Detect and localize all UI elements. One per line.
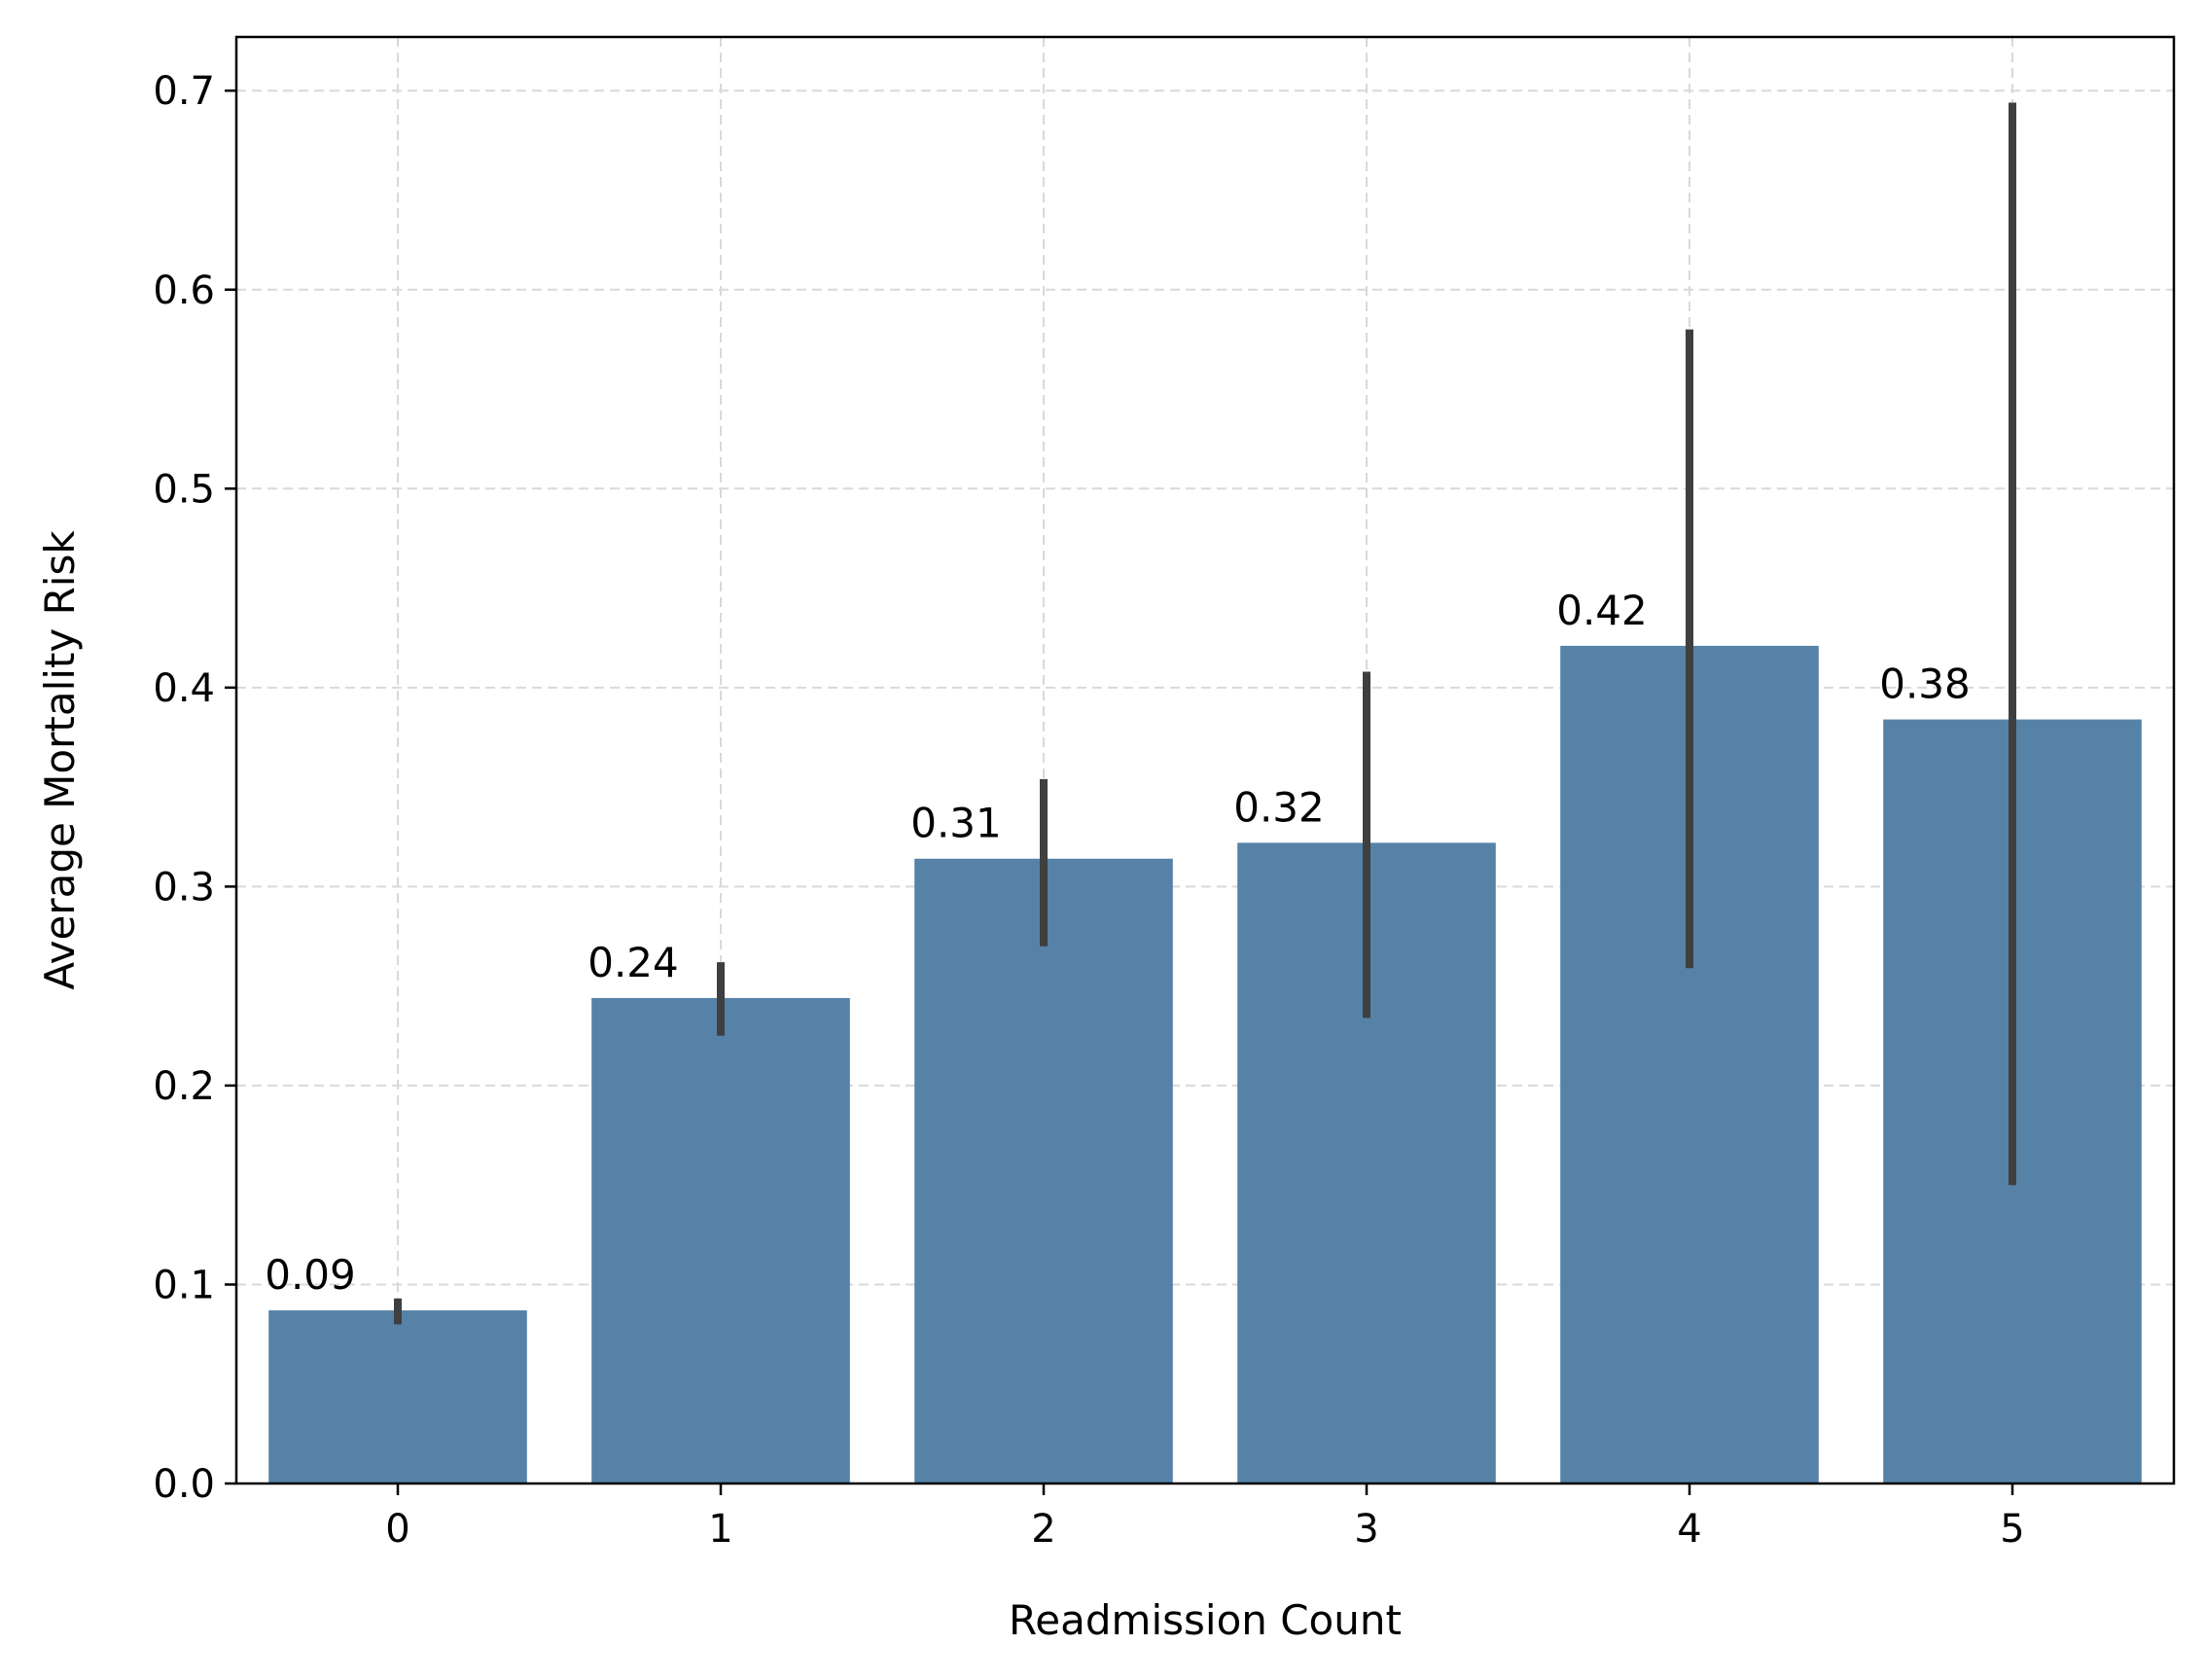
bar-value-label: 0.38: [1879, 661, 1971, 708]
y-axis-label: Average Mortality Risk: [36, 530, 84, 990]
plot-frame: [234, 35, 2176, 1485]
y-tick-label: 0.0: [153, 1462, 215, 1507]
x-tick-label: 0: [385, 1507, 409, 1552]
bar-value-label: 0.42: [1556, 587, 1648, 634]
tick-labels: 0.0 0.1 0.2 0.3 0.4 0.5 0.6 0.7 0 1 2 3 4 5: [153, 69, 2024, 1552]
x-tick-label: 5: [2000, 1507, 2024, 1552]
x-tick-label: 4: [1677, 1507, 1701, 1552]
bar: [268, 1310, 527, 1483]
bar-value-label: 0.32: [1233, 783, 1325, 831]
data-labels: 0.09 0.24 0.31 0.32 0.42 0.38: [265, 587, 1971, 1299]
error-bars: [394, 102, 2016, 1325]
y-tick-label: 0.2: [153, 1064, 215, 1109]
bar: [914, 858, 1173, 1483]
y-tick-label: 0.1: [153, 1263, 215, 1307]
y-tick-label: 0.5: [153, 467, 215, 512]
bar-value-label: 0.24: [587, 939, 679, 986]
x-tick-label: 3: [1354, 1507, 1378, 1552]
x-axis-label: Readmission Count: [1009, 1596, 1402, 1644]
tick-marks: [225, 89, 2014, 1495]
bar: [591, 997, 850, 1483]
x-tick-label: 2: [1031, 1507, 1055, 1552]
bars: [268, 645, 2142, 1483]
bar-value-label: 0.31: [910, 800, 1002, 847]
y-tick-label: 0.7: [153, 69, 215, 114]
y-tick-label: 0.4: [153, 666, 215, 711]
x-tick-label: 1: [708, 1507, 732, 1552]
y-tick-label: 0.6: [153, 268, 215, 313]
y-tick-label: 0.3: [153, 865, 215, 910]
bar-value-label: 0.09: [265, 1251, 356, 1299]
